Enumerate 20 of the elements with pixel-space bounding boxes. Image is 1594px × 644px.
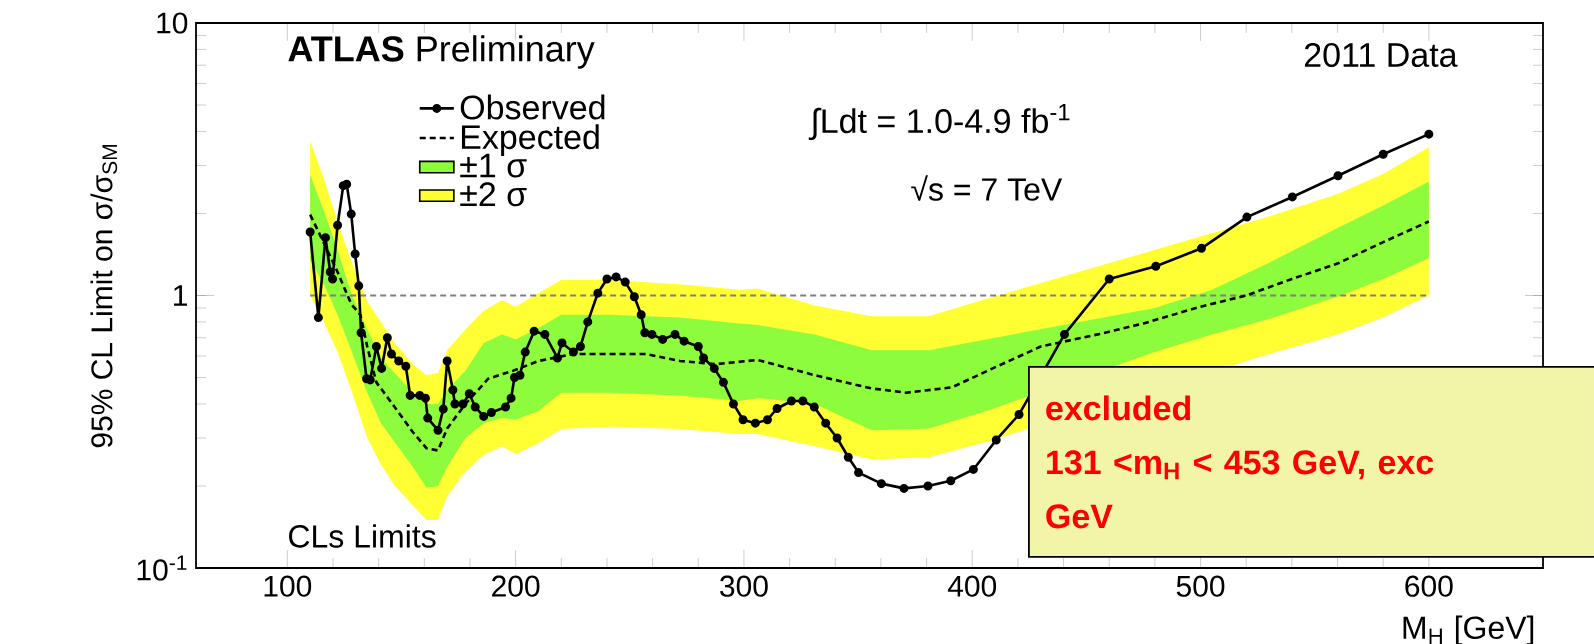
x-tick-label: 300 [720,575,768,597]
annotation: GeV [1046,504,1113,529]
annotation: 131 <m$_{H}$ < 453 GeV, exc [1047,450,1434,480]
x-tick-label: 400 [947,575,997,597]
y-tick-label: 10$^{-1}$ [137,555,187,581]
annotation: √s = 7 TeV [911,175,1063,201]
annotation: excluded [1046,395,1191,421]
y-axis-title: 95% CL Limit on σ/σ$_{SM}$ [90,145,118,448]
x-tick-label: 600 [1405,575,1453,597]
annotation: 2011 Data [1304,42,1458,68]
annotation: ATLAS Preliminary [288,35,595,69]
annotation: CLs Limits [289,524,436,548]
y-tick-label: 1 [174,285,187,306]
y-tick-label: 10 [157,12,188,34]
x-tick-label: 200 [492,575,540,597]
x-tick-label: 100 [264,575,312,597]
annotation: ∫Ldt = 1.0-4.9 fb$^{-1}$ [808,103,1070,141]
x-tick-label: 500 [1176,575,1225,597]
legend-label: Observed [460,94,605,120]
legend-label: ±2 σ [460,182,527,207]
